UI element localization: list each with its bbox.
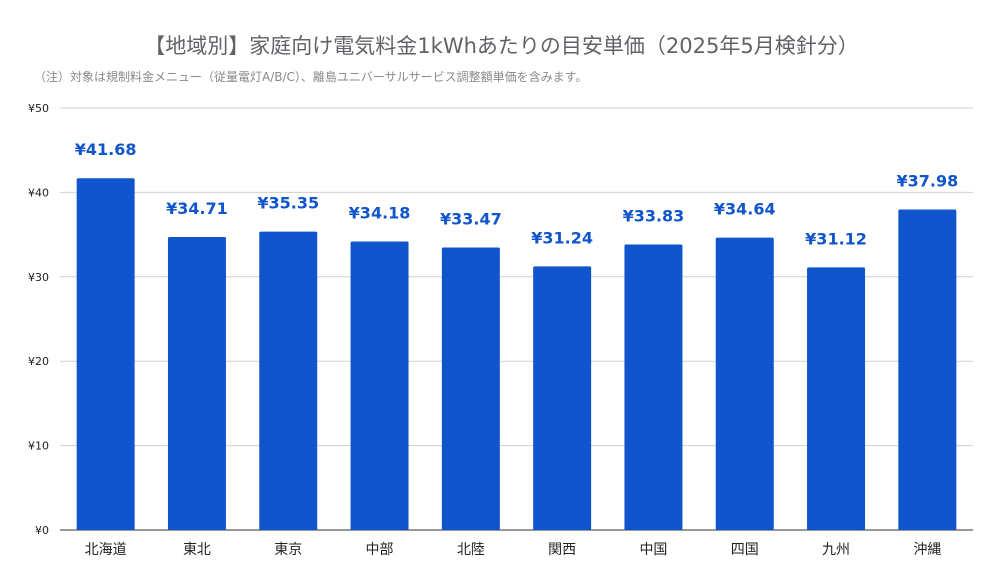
y-tick-label: ¥50 <box>28 102 49 115</box>
y-tick-label: ¥10 <box>28 440 49 453</box>
y-tick-label: ¥30 <box>28 271 49 284</box>
x-tick-label: 北陸 <box>457 542 485 558</box>
data-label: ¥31.24 <box>531 228 593 247</box>
x-tick-label: 北海道 <box>85 542 127 558</box>
x-tick-label: 九州 <box>822 542 850 558</box>
data-label: ¥41.68 <box>75 140 137 159</box>
x-tick-label: 東京 <box>274 542 302 558</box>
bar <box>259 231 318 530</box>
bar <box>441 247 500 531</box>
bar <box>807 267 866 530</box>
x-tick-label: 四国 <box>731 542 759 558</box>
bar <box>715 237 774 530</box>
x-tick-label: 中部 <box>366 542 394 558</box>
y-tick-label: ¥20 <box>28 355 49 368</box>
data-label: ¥31.12 <box>805 229 867 248</box>
bar <box>350 241 409 530</box>
bar <box>624 244 683 530</box>
data-label: ¥34.71 <box>166 199 228 218</box>
data-label: ¥33.47 <box>440 210 502 229</box>
bar <box>898 209 957 531</box>
bar <box>533 266 592 530</box>
chart-title: 【地域別】家庭向け電気料金1kWhあたりの目安単価（2025年5月検針分） <box>144 34 859 58</box>
data-label: ¥34.64 <box>714 200 776 219</box>
data-label: ¥33.83 <box>623 206 685 225</box>
x-tick-label: 中国 <box>639 542 667 558</box>
data-label: ¥34.18 <box>349 204 411 223</box>
x-tick-label: 東北 <box>183 542 211 558</box>
data-label: ¥37.98 <box>896 171 958 190</box>
x-tick-label: 沖縄 <box>913 542 941 558</box>
x-tick-label: 関西 <box>548 542 576 558</box>
chart-subtitle: （注）対象は規制料金メニュー（従量電灯A/B/C）、離島ユニバーサルサービス調整… <box>34 70 588 84</box>
data-label: ¥35.35 <box>257 194 319 213</box>
y-tick-label: ¥0 <box>35 524 49 537</box>
bar <box>76 178 135 530</box>
bar <box>167 237 226 530</box>
y-tick-label: ¥40 <box>28 186 49 199</box>
